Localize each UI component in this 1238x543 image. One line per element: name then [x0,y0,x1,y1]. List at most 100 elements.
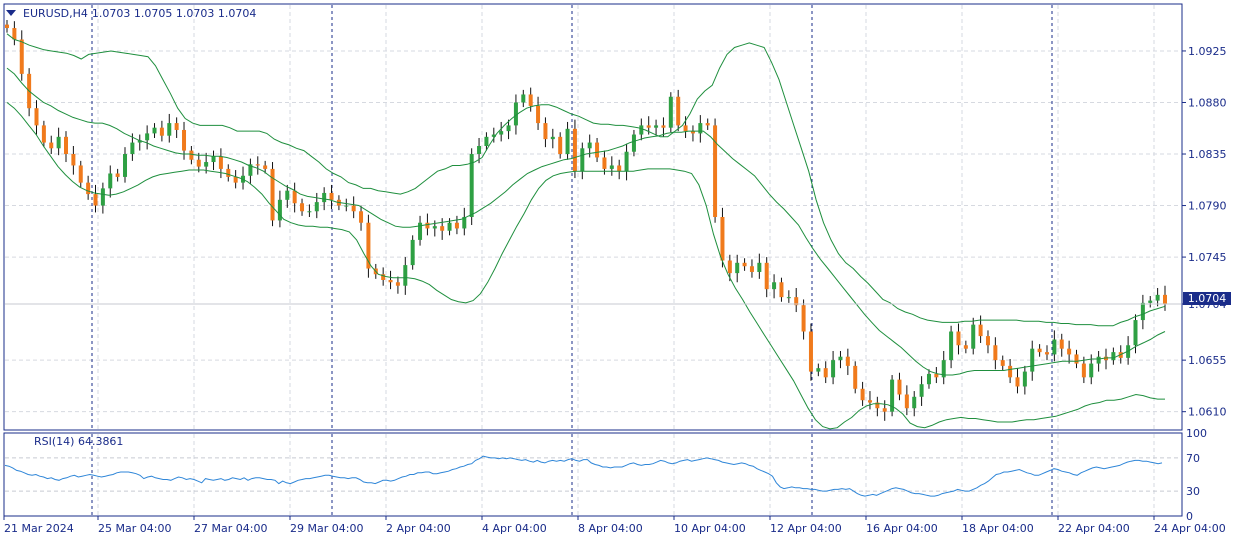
candle-bear [300,203,305,212]
candle-bear [359,211,364,223]
candle-bear [1081,363,1086,378]
candle-bull [735,262,740,274]
candle-bear [595,142,600,158]
candle-bull [248,164,253,176]
candle-bear [1074,354,1079,364]
candle-bull [403,265,408,286]
candle-bear [115,173,120,177]
candle-bear [808,331,813,372]
candle-bull [137,140,142,143]
candle-bull [211,156,216,163]
candle-bull [1052,339,1057,355]
candle-bull [831,360,836,378]
candle-bear [71,154,76,166]
candle-bear [867,400,872,403]
symbol-label: EURUSD,H4 [23,6,88,20]
candle-bear [1059,339,1064,349]
candle-bull [447,222,452,231]
candle-bear [661,125,666,128]
candle-bull [949,331,954,361]
candle-bear [882,408,887,412]
candle-bull [1096,356,1101,364]
candle-bear [705,123,710,126]
candle-bull [1148,300,1153,303]
candle-bull [108,173,113,189]
x-tick-label: 12 Apr 04:00 [770,522,842,535]
chevron-down-icon[interactable] [6,10,16,16]
candle-bear [713,125,718,217]
candle-bear [727,260,732,274]
candle-bear [720,217,725,261]
candle-bear [528,94,533,106]
y-tick-label: 1.0835 [1188,148,1227,161]
candle-bear [823,368,828,378]
candle-bear [956,331,961,346]
candle-bear [934,373,939,378]
candle-bull [513,102,518,126]
candle-bear [860,388,865,401]
candle-bull [1022,371,1027,387]
candle-bear [1008,365,1013,378]
candle-bear [395,282,400,286]
candle-bull [757,262,762,272]
candle-bull [786,297,791,299]
candle-bear [897,379,902,395]
candle-bear [875,402,880,409]
candle-bear [558,136,563,155]
candle-bear [78,165,83,183]
candle-bear [801,305,806,332]
x-tick-label: 8 Apr 04:00 [578,522,643,535]
candle-bear [794,297,799,306]
candle-bear [1015,377,1020,387]
candle-bear [993,345,998,361]
candle-bull [1155,294,1160,301]
chart-header: EURUSD,H4 1.0703 1.0705 1.0703 1.0704 [6,5,256,21]
y-tick-label: 1.0790 [1188,200,1227,213]
candle-bull [912,396,917,409]
candle-bull [550,136,555,140]
candle-bear [779,282,784,298]
candle-bear [425,222,430,229]
candle-bull [204,162,209,167]
ohlc-label: 1.0703 1.0705 1.0703 1.0704 [91,6,257,20]
candle-bull [152,127,157,134]
candle-bear [683,125,688,132]
candle-bull [521,94,526,103]
candle-bear [543,123,548,140]
candle-bull [506,125,511,132]
candle-bear [572,128,577,172]
candle-bull [587,142,592,149]
candle-bear [381,274,386,280]
candle-bull [1030,348,1035,372]
candle-bear [845,356,850,366]
candle-bear [5,24,9,29]
candle-bull [418,222,423,240]
candle-bear [93,194,98,206]
candle-bear [646,125,651,128]
candle-bear [764,262,769,290]
candle-bull [1111,352,1116,361]
candle-bear [159,127,164,136]
candle-bear [1163,294,1167,305]
candle-bull [1089,363,1094,378]
candle-bull [698,123,703,134]
candle-bear [742,262,747,267]
candle-bull [56,136,61,149]
candle-bear [255,164,260,166]
rsi-label: RSI(14) 64.3861 [34,435,124,448]
x-tick-label: 2 Apr 04:00 [386,522,451,535]
candle-bull [285,190,290,200]
candle-bull [167,123,172,136]
candle-bull [432,226,437,229]
x-tick-label: 25 Mar 04:00 [98,522,171,535]
candle-bear [1000,360,1005,366]
candle-bull [484,136,489,146]
bollinger-upper [6,33,1166,327]
rsi-line [4,455,1163,497]
candle-bull [462,217,467,229]
candle-bull [344,205,349,207]
candle-bear [904,394,909,409]
candle-bull [307,211,312,213]
